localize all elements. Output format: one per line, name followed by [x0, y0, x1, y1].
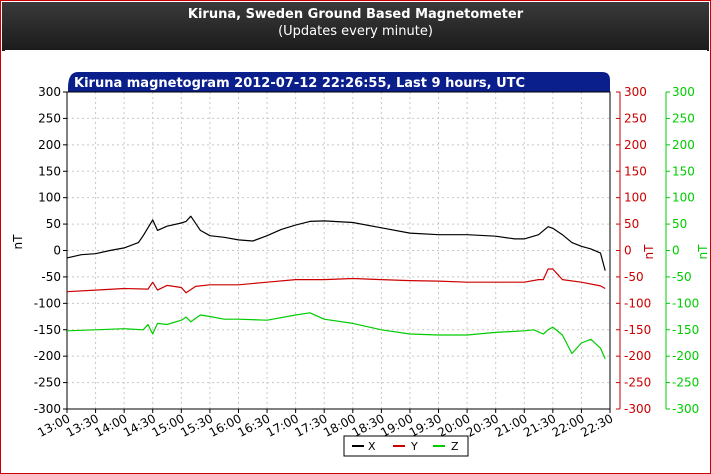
- legend-z-label: Z: [451, 440, 459, 453]
- red-tick-label: -300: [624, 402, 651, 416]
- red-tick-label: 100: [624, 191, 647, 205]
- green-tick-label: 100: [672, 191, 695, 205]
- red-right-axis: 300 250 200 150 100 50 0 -50 -100 -150 -200 -250 -30…: [616, 85, 651, 416]
- left-tick-label: 200: [38, 138, 61, 152]
- red-tick-label: -200: [624, 349, 651, 363]
- left-tick-label: 150: [38, 164, 61, 178]
- left-tick-label: -200: [34, 349, 61, 363]
- red-tick-label: 50: [624, 217, 639, 231]
- legend: X Y Z: [343, 435, 469, 457]
- left-tick-label: -300: [34, 402, 61, 416]
- chart-title: Kiruna magnetogram 2012-07-12 22:26:55, …: [74, 76, 525, 91]
- left-tick-label: 50: [46, 217, 61, 231]
- left-tick-label: -100: [34, 296, 61, 310]
- y-axis-title-green: nT: [696, 244, 710, 260]
- green-tick-label: 0: [672, 244, 680, 258]
- red-tick-label: 150: [624, 164, 647, 178]
- red-tick-label: 250: [624, 111, 647, 125]
- green-tick-label: -200: [672, 349, 699, 363]
- legend-x-label: X: [368, 440, 376, 453]
- left-tick-label: 100: [38, 191, 61, 205]
- green-tick-label: 150: [672, 164, 695, 178]
- left-tick-label: -50: [41, 270, 61, 284]
- red-tick-label: -150: [624, 323, 651, 337]
- series-line-x: [66, 215, 606, 271]
- header-banner: Kiruna, Sweden Ground Based Magnetometer…: [2, 2, 709, 51]
- left-tick-label: 250: [38, 111, 61, 125]
- left-tick-label: -250: [34, 376, 61, 390]
- left-tick-label: -150: [34, 323, 61, 337]
- red-tick-label: 200: [624, 138, 647, 152]
- page-title: Kiruna, Sweden Ground Based Magnetometer: [187, 7, 524, 22]
- green-tick-label: -100: [672, 296, 699, 310]
- green-tick-label: 300: [672, 85, 695, 99]
- red-tick-label: -100: [624, 296, 651, 310]
- y-axis-title-left: nT: [11, 234, 25, 250]
- green-tick-label: -150: [672, 323, 699, 337]
- page-subtitle: (Updates every minute): [278, 24, 433, 39]
- green-tick-label: 250: [672, 111, 695, 125]
- series-layer: [66, 215, 606, 360]
- green-tick-label: -50: [672, 270, 692, 284]
- grid-lines: [67, 92, 610, 409]
- left-tick-label: 300: [38, 85, 61, 99]
- chart-background: [5, 50, 707, 470]
- legend-box: [343, 435, 469, 457]
- series-line-z: [66, 312, 606, 360]
- legend-y-label: Y: [410, 440, 418, 453]
- red-tick-label: -50: [624, 270, 644, 284]
- series-line-y: [66, 268, 606, 294]
- green-tick-label: 50: [672, 217, 687, 231]
- left-tick-label: 0: [53, 244, 61, 258]
- left-axis: 300 250 200 150 100 50 0 -50 -100 -150 -200 -250 -30…: [34, 85, 67, 416]
- green-right-axis: 300 250 200 150 100 50 0 -50 -100 -150 -200 -250 -30…: [665, 85, 699, 416]
- green-tick-label: 200: [672, 138, 695, 152]
- green-tick-label: -300: [672, 402, 699, 416]
- red-tick-label: -250: [624, 376, 651, 390]
- red-tick-label: 0: [624, 244, 632, 258]
- green-tick-label: -250: [672, 376, 699, 390]
- y-axis-title-red: nT: [642, 244, 656, 260]
- red-tick-label: 300: [624, 85, 647, 99]
- chart-title-bar: [68, 72, 610, 92]
